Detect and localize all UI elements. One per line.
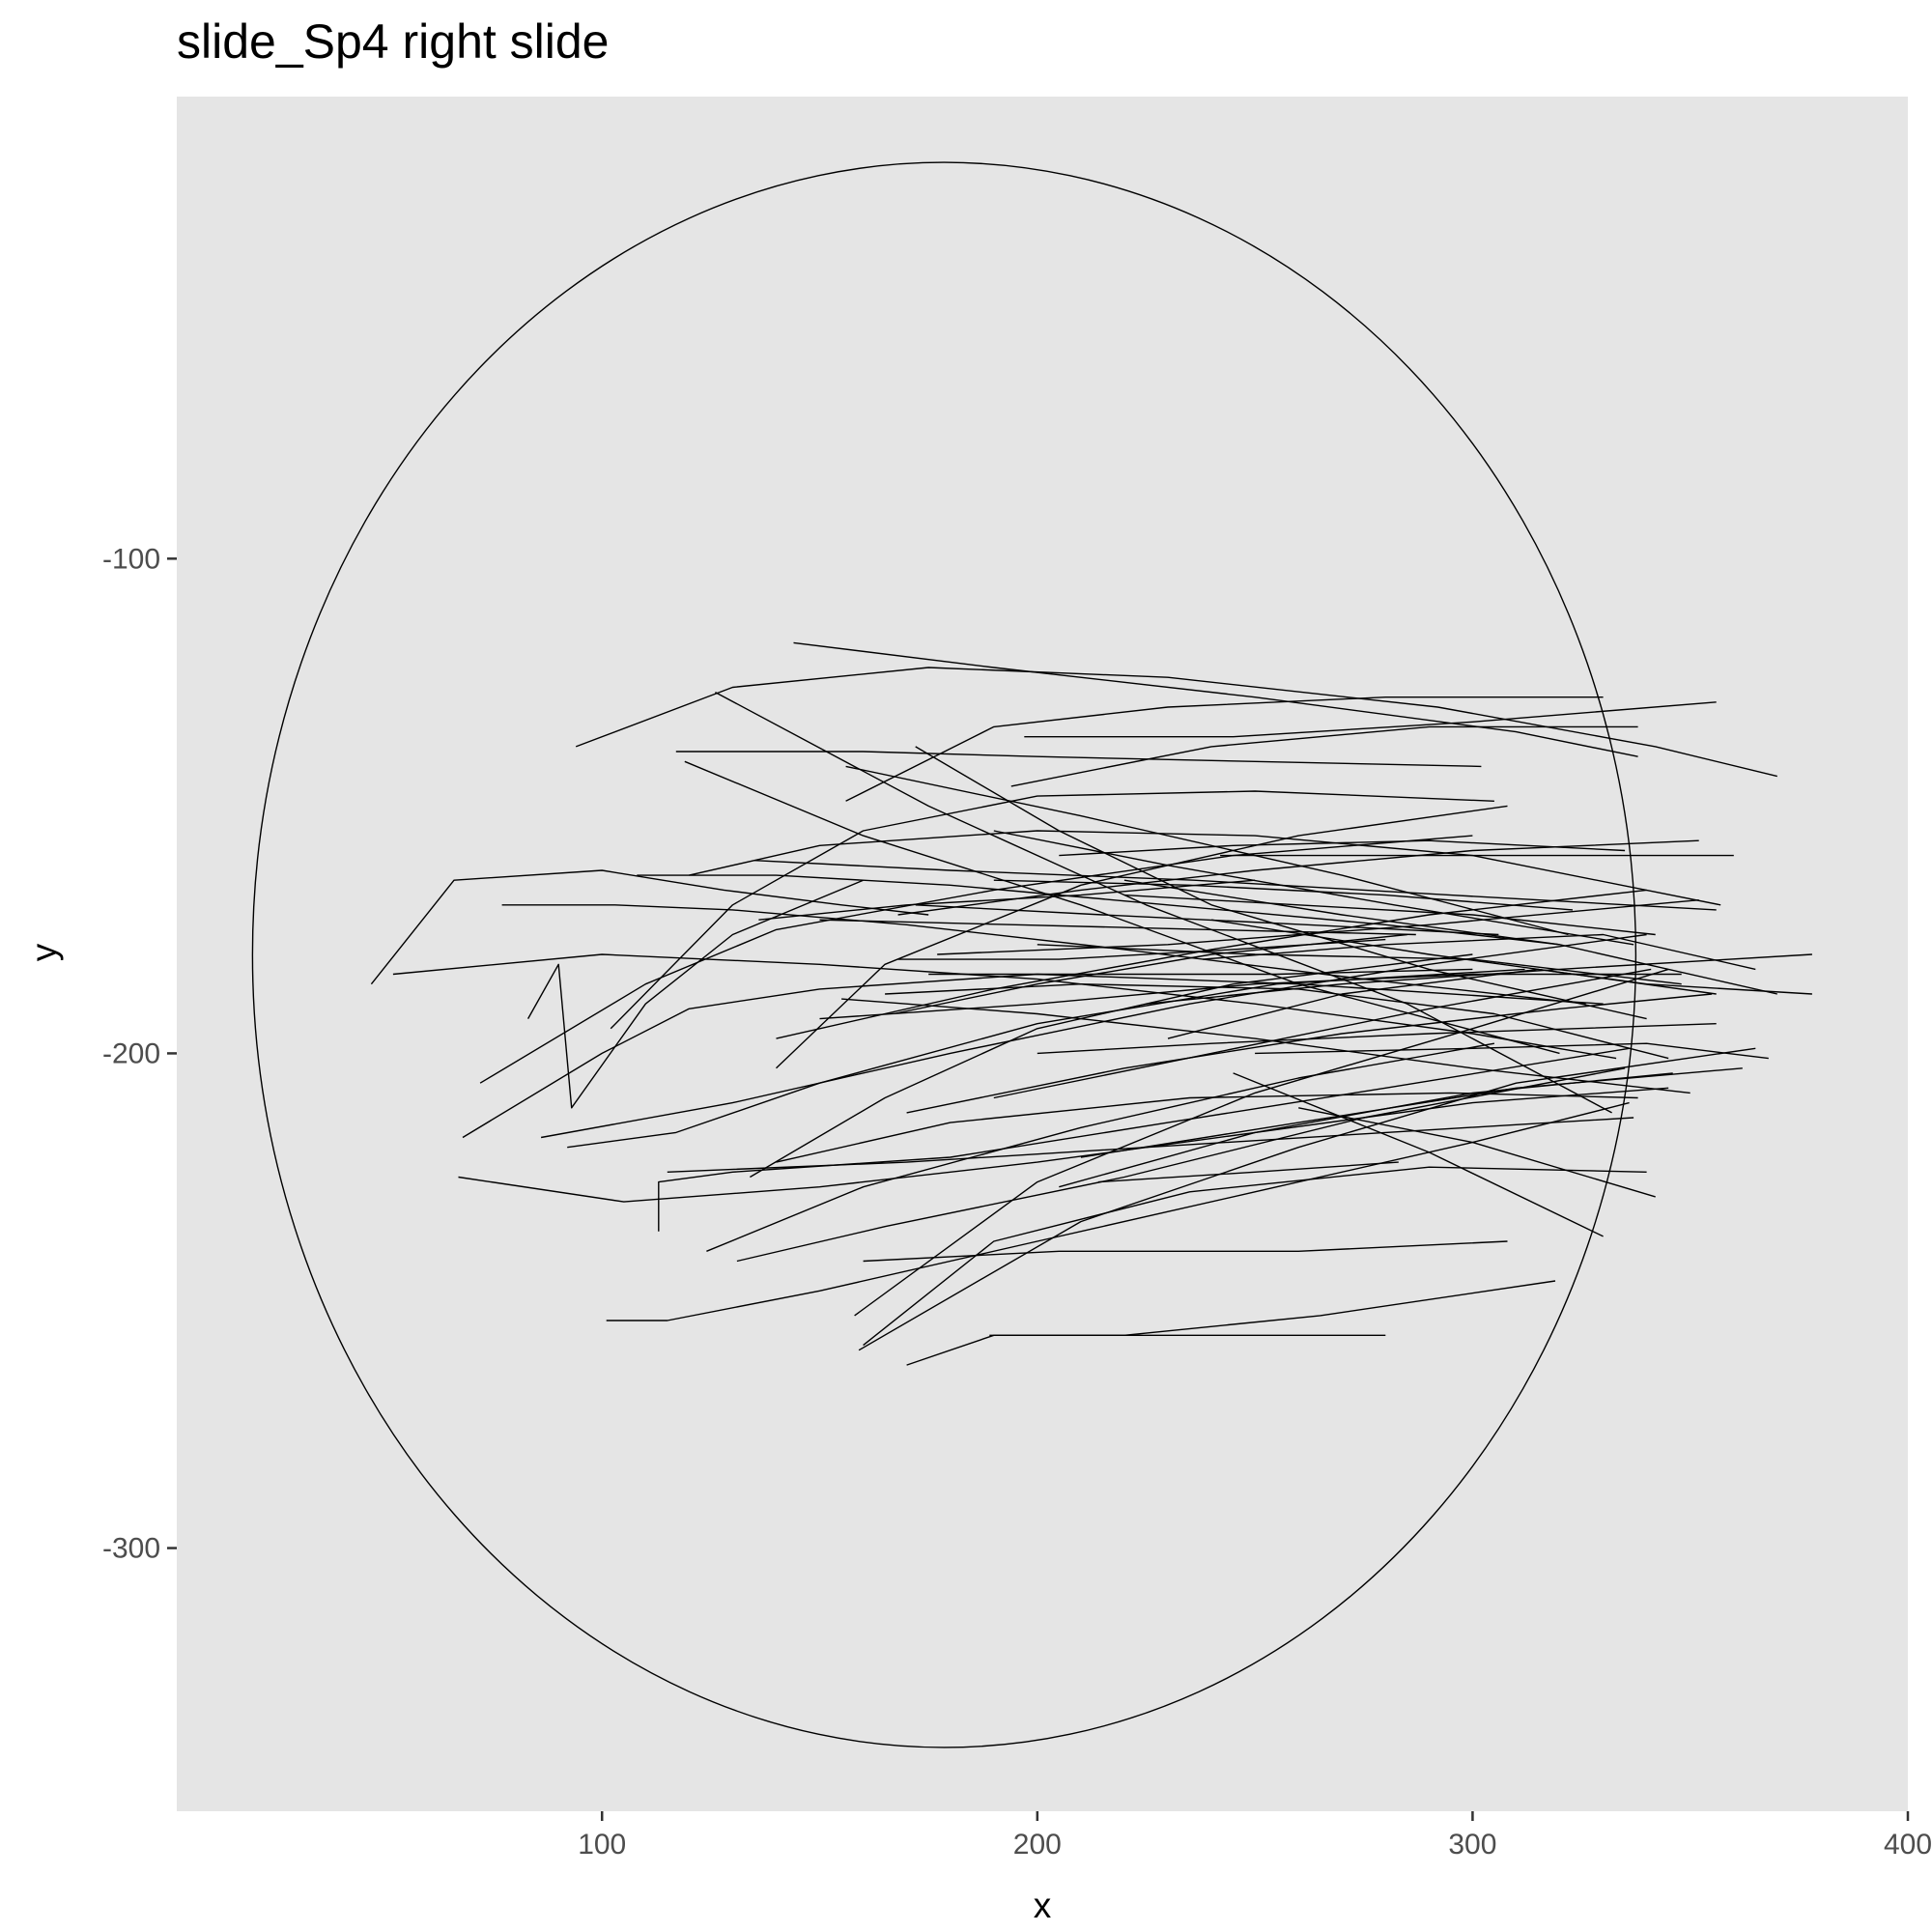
trajectory-line-59 xyxy=(1233,1072,1604,1237)
x-tick-label-400: 400 xyxy=(1884,1829,1932,1861)
x-tick-label-100: 100 xyxy=(578,1829,626,1861)
trajectory-line-64 xyxy=(915,904,1499,936)
trajectory-line-60 xyxy=(1123,894,1656,936)
trajectory-line-22 xyxy=(858,1047,1756,1351)
trajectory-line-4 xyxy=(637,874,1560,946)
trajectory-line-45 xyxy=(906,993,1713,1114)
plot-panel xyxy=(177,97,1908,1811)
trajectory-line-11 xyxy=(684,760,1560,1055)
trajectory-line-52 xyxy=(1202,933,1756,971)
boundary-circle xyxy=(251,161,1637,1748)
trajectory-line-41 xyxy=(937,899,1699,955)
trajectory-line-8 xyxy=(1024,701,1717,738)
trajectory-line-56 xyxy=(1210,919,1812,995)
trajectory-line-62 xyxy=(993,879,1574,911)
trajectory-line-1 xyxy=(370,869,929,985)
trajectory-line-2 xyxy=(392,953,1617,1060)
trajectory-line-51 xyxy=(1146,953,1812,1005)
trajectory-line-49 xyxy=(1097,1161,1399,1183)
trajectory-line-26 xyxy=(776,1092,1638,1163)
trajectory-line-58 xyxy=(1298,1107,1656,1198)
chart-title: slide_Sp4 right slide xyxy=(177,14,610,69)
y-tick-label-200: -200 xyxy=(102,1037,160,1069)
trajectory-line-29 xyxy=(736,1067,1626,1263)
trajectory-line-44 xyxy=(841,998,1690,1094)
trajectory-line-9 xyxy=(845,765,1569,936)
y-axis-title: y xyxy=(24,943,64,961)
trajectory-line-25 xyxy=(863,1166,1647,1347)
trajectory-line-38 xyxy=(993,830,1634,946)
trajectory-line-36 xyxy=(845,696,1604,802)
trajectory-line-31 xyxy=(750,953,1473,1179)
trajectory-line-33 xyxy=(689,830,1721,906)
axes: 100 200 300 400 -100 -200 -300 xyxy=(102,543,1932,1861)
trajectory-line-13 xyxy=(462,973,1604,1139)
trajectory-line-50 xyxy=(1037,1023,1717,1055)
trajectory-line-63 xyxy=(1059,839,1626,857)
trajectory-line-28 xyxy=(706,1042,1495,1252)
trajectory-line-65 xyxy=(819,919,1416,936)
x-axis-title: x xyxy=(1034,1886,1052,1925)
y-tick-label-300: -300 xyxy=(102,1533,160,1565)
trajectory-line-57 xyxy=(1255,1042,1769,1060)
trajectory-line-5 xyxy=(575,667,1777,778)
trajectory-line-54 xyxy=(1037,944,1682,985)
trajectory-line-15 xyxy=(526,879,864,1109)
trajectory-line-69 xyxy=(897,938,1386,960)
trajectory-line-55 xyxy=(1123,879,1777,995)
y-tick-label-100: -100 xyxy=(102,543,160,575)
trajectory-line-10 xyxy=(715,691,1612,1114)
trajectory-line-21 xyxy=(854,968,1669,1317)
trajectory-line-7 xyxy=(675,751,1482,768)
plot-marks xyxy=(251,161,1812,1748)
trajectory-line-34 xyxy=(610,790,1494,1030)
trajectory-line-66 xyxy=(758,879,1256,921)
x-tick-label-200: 200 xyxy=(1013,1829,1062,1861)
trajectory-line-12 xyxy=(753,860,1717,911)
trajectory-line-30 xyxy=(863,1240,1508,1263)
x-tick-label-300: 300 xyxy=(1448,1829,1496,1861)
trajectory-line-48 xyxy=(1059,1072,1673,1188)
trajectory-line-18 xyxy=(458,1087,1669,1203)
trajectory-line-39 xyxy=(915,746,1647,1020)
trajectory-line-14 xyxy=(479,835,1473,1084)
trajectory-line-68 xyxy=(928,968,1473,976)
trajectory-line-6 xyxy=(793,641,1638,757)
trajectory-line-19 xyxy=(658,1047,1630,1232)
trajectory-line-37 xyxy=(1010,725,1638,787)
trajectory-line-46 xyxy=(993,968,1652,1099)
